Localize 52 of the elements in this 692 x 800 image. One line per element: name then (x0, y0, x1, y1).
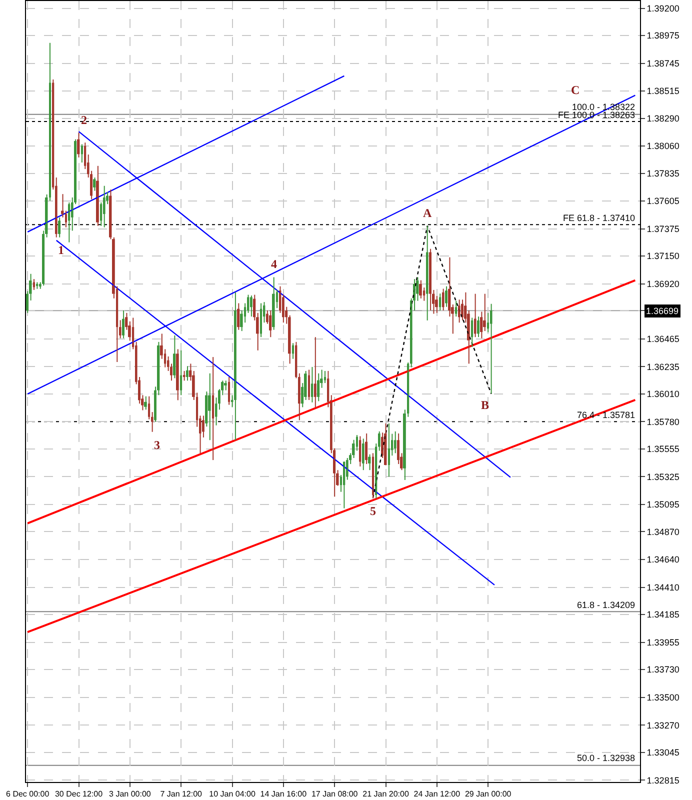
annotation: C (571, 83, 580, 97)
y-tick-label: 1.38515 (646, 86, 680, 96)
y-tick-label: 1.35325 (646, 472, 680, 482)
y-tick-label: 1.35095 (646, 500, 680, 510)
y-tick-label: 1.39200 (646, 3, 680, 14)
y-tick-label: 1.34640 (646, 554, 680, 565)
x-tick-label: 6 Dec 00:00 (6, 790, 50, 799)
y-tick-label: 1.35780 (646, 416, 680, 427)
y-tick-label: 1.33730 (646, 664, 680, 675)
annotation: 5 (370, 504, 376, 518)
y-tick-label: 1.35555 (646, 444, 680, 454)
y-tick-label: 1.37150 (646, 251, 680, 262)
y-tick-label: 1.37835 (646, 168, 680, 178)
annotation: A (423, 206, 432, 220)
x-tick-label: 3 Jan 00:00 (109, 790, 152, 799)
y-tick-label: 1.33500 (646, 692, 680, 703)
annotation: 4 (271, 257, 277, 271)
y-tick-label: 1.36235 (646, 362, 680, 372)
annotation: 2 (81, 113, 87, 127)
y-tick-label: 1.34410 (646, 582, 680, 592)
y-tick-label: 1.36465 (646, 334, 680, 344)
annotation: 1 (58, 243, 64, 257)
y-tick-label: 1.37375 (646, 224, 680, 234)
y-tick-label: 1.34185 (646, 610, 680, 620)
y-tick-label: 1.36699 (646, 306, 679, 316)
x-tick-label: 24 Jan 12:00 (414, 790, 461, 799)
y-tick-label: 1.34870 (646, 526, 680, 537)
annotation: B (481, 398, 490, 412)
y-tick-label: 1.33955 (646, 638, 680, 648)
y-tick-label: 1.33270 (646, 720, 680, 730)
y-tick-label: 1.38290 (646, 113, 680, 124)
x-tick-label: 21 Jan 20:00 (362, 790, 410, 799)
y-tick-label: 1.38745 (646, 58, 680, 68)
y-tick-label: 1.36920 (646, 279, 680, 290)
y-tick-label: 1.36010 (646, 389, 680, 400)
x-tick-label: 29 Jan 00:00 (464, 790, 512, 799)
x-tick-label: 17 Jan 08:00 (311, 790, 358, 799)
x-tick-label: 30 Dec 12:00 (54, 790, 104, 799)
ref-line-label: FE 61.8 - 1.37410 (563, 213, 636, 223)
annotation: 76.4 - 1.35781 (577, 410, 636, 420)
x-tick-label: 10 Jan 04:00 (209, 790, 256, 799)
ref-line-label: FE 100.0 - 1.38263 (558, 110, 636, 120)
x-tick-label: 7 Jan 12:00 (160, 790, 203, 799)
x-tick-label: 14 Jan 16:00 (260, 790, 308, 799)
y-tick-label: 1.37605 (646, 196, 680, 206)
y-tick-label: 1.32815 (646, 775, 680, 786)
y-tick-label: 1.38975 (646, 30, 680, 41)
annotation: 50.0 - 1.32938 (577, 753, 636, 763)
annotation: 61.8 - 1.34209 (577, 600, 636, 610)
y-tick-label: 1.38060 (646, 141, 680, 152)
annotation: 3 (154, 438, 160, 452)
y-tick-label: 1.33045 (646, 748, 680, 758)
